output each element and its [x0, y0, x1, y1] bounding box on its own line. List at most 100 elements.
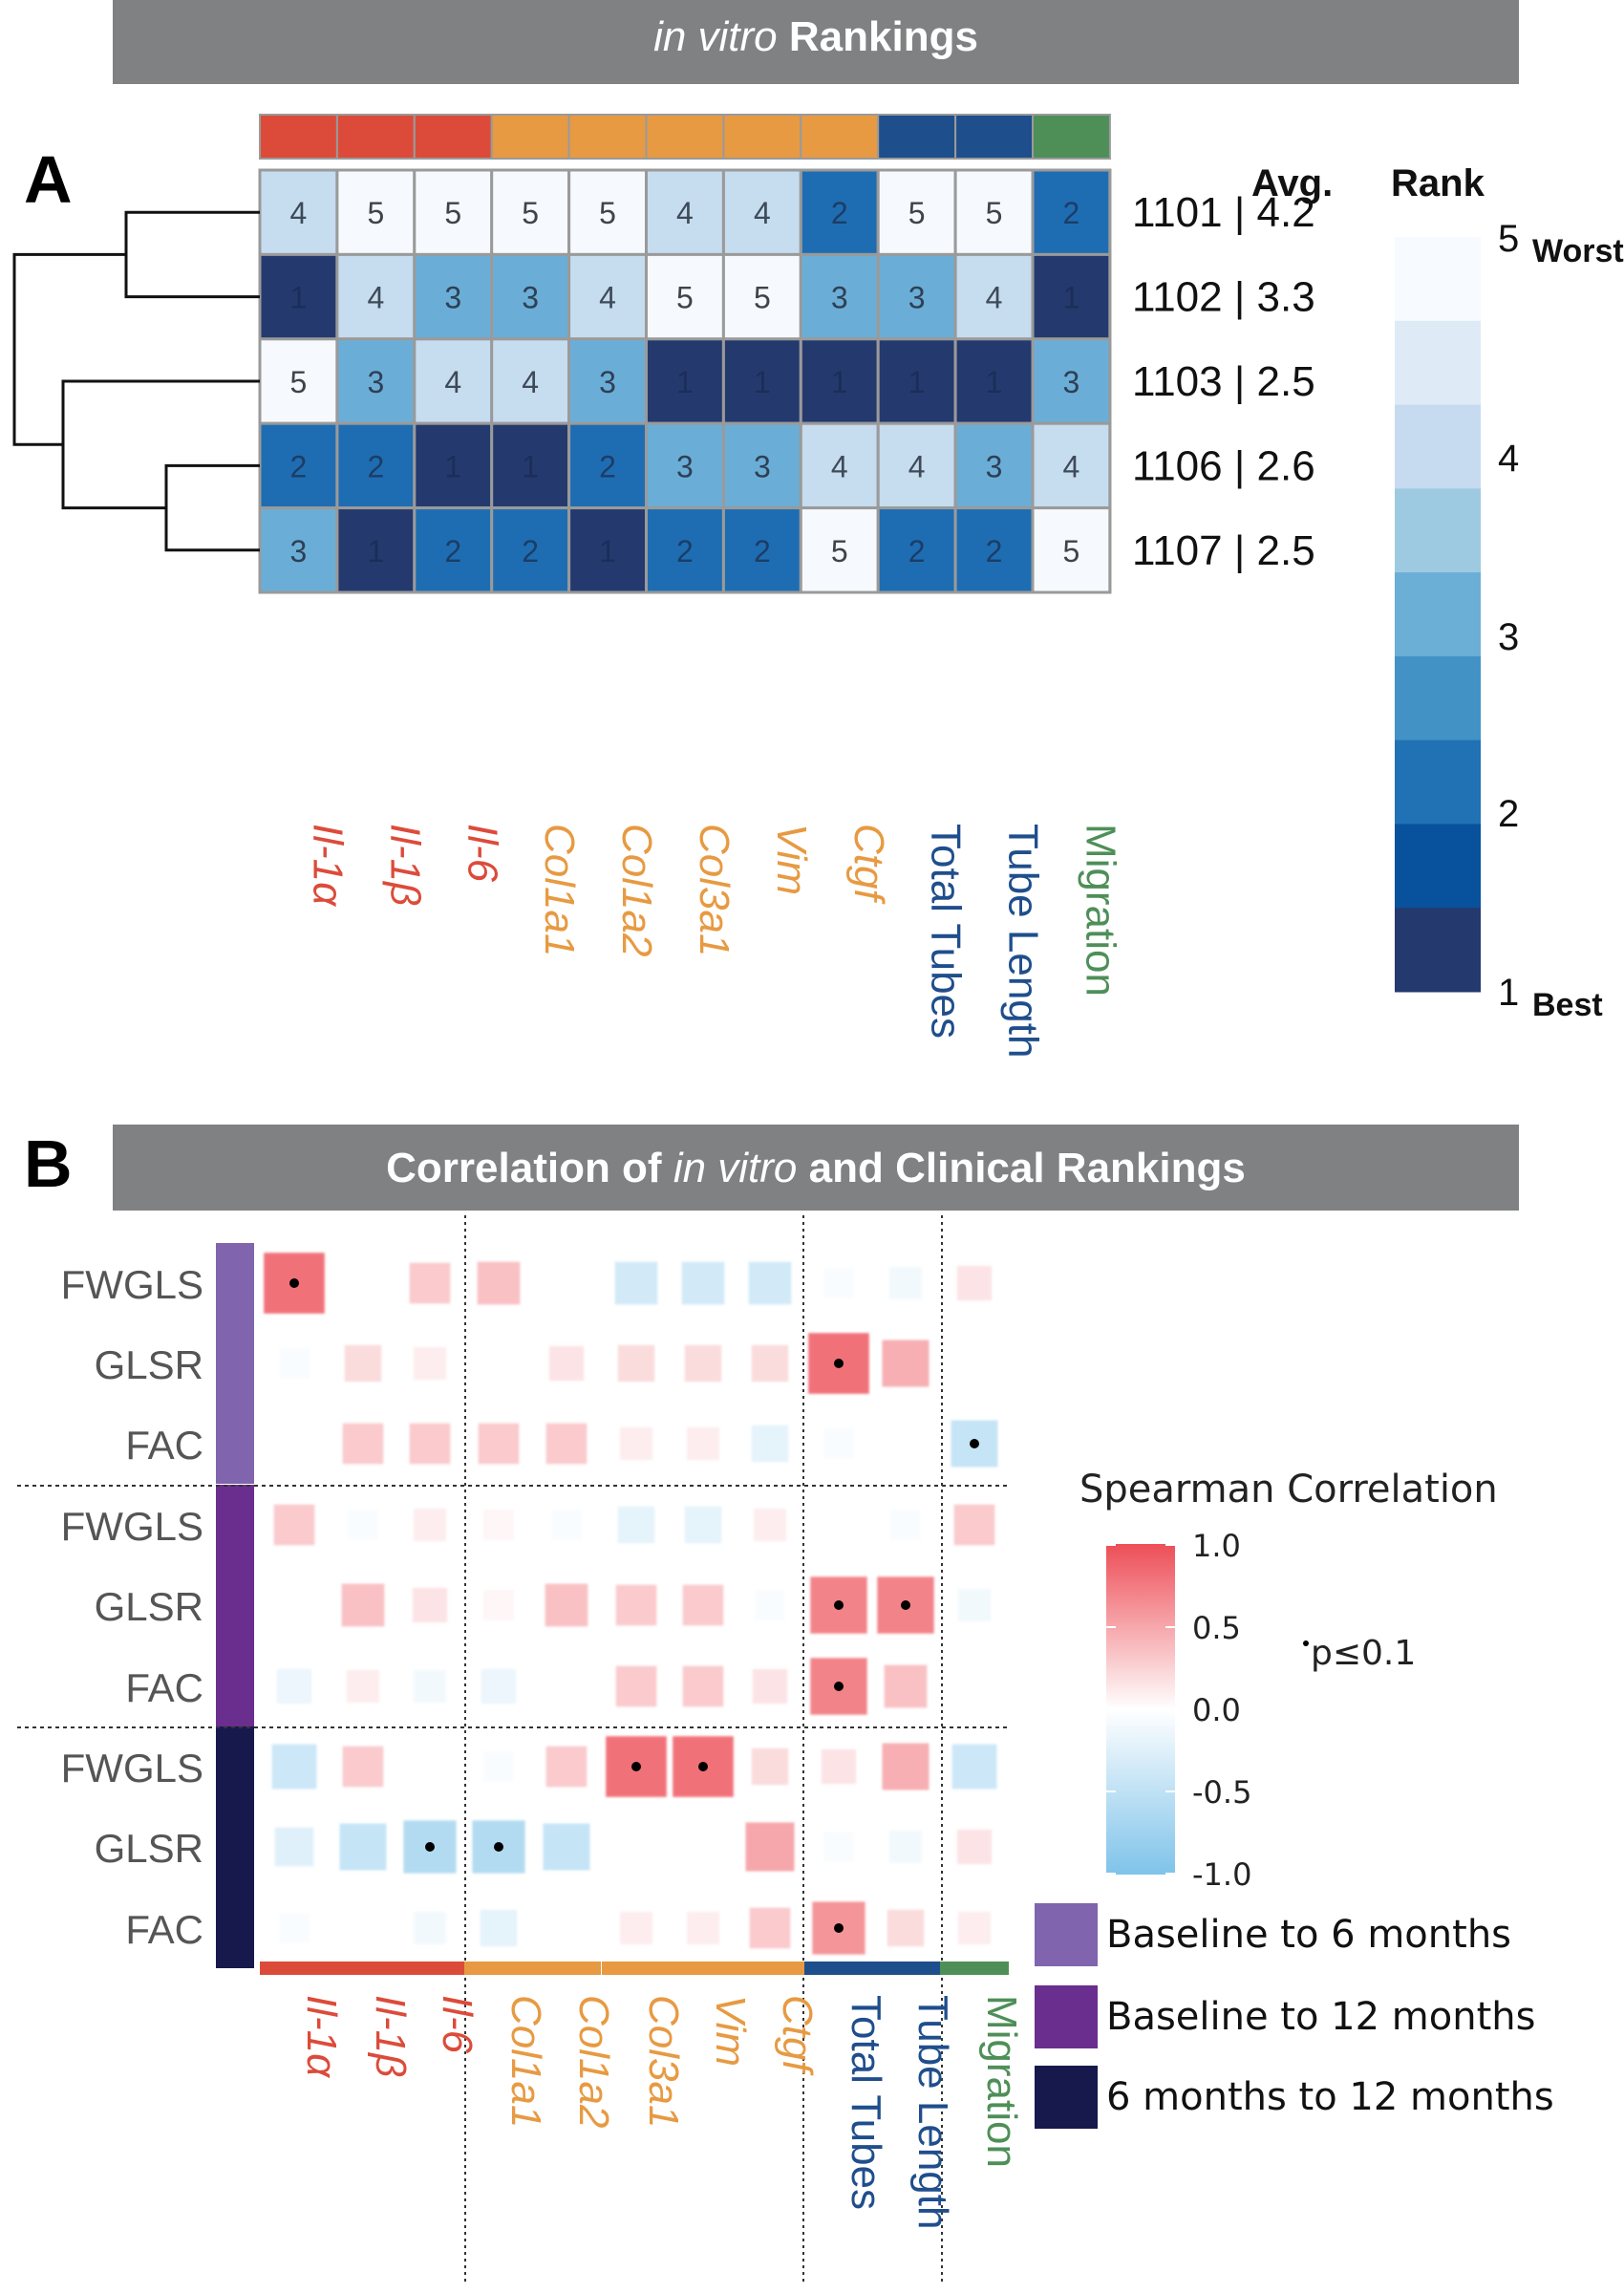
group-bar-il-1 — [259, 114, 338, 160]
correlation-cell — [347, 1509, 379, 1541]
rank-value: 4 — [908, 449, 926, 483]
panel-b-title-italic: in vitro — [673, 1145, 798, 1191]
correlation-cell — [482, 1589, 515, 1621]
significance-dot — [494, 1842, 503, 1852]
rank-value: 1 — [599, 534, 616, 568]
correlation-cell — [271, 1744, 317, 1790]
rank-cell — [799, 421, 880, 510]
correlation-cell — [545, 1746, 588, 1788]
correlation-cell — [751, 1425, 789, 1463]
correlation-cell — [409, 1262, 451, 1304]
legend-gradient-bar — [1106, 1544, 1175, 1875]
rank-cell — [876, 421, 957, 510]
correlation-cell — [754, 1589, 786, 1621]
rank-value: 1 — [444, 449, 461, 483]
column-label-col3a1: Col3a1 — [640, 1995, 687, 2128]
correlation-cell — [545, 1423, 588, 1465]
correlation-cell — [957, 1588, 992, 1622]
rank-value: 4 — [831, 449, 848, 483]
group-bar-col3a1 — [645, 114, 725, 160]
correlation-cell — [619, 1426, 653, 1461]
period-swatch-6-months-to-12-months — [1035, 2066, 1098, 2129]
significance-dot — [631, 1762, 641, 1771]
rank-value: 3 — [599, 365, 616, 399]
legend-tick-4: 4 — [1498, 438, 1519, 480]
period-label-baseline-to-12-months: Baseline to 12 months — [1106, 1995, 1535, 2039]
row-label-1106: 1106 | 2.6 — [1132, 442, 1315, 489]
column-label-tube-length: Tube Length — [909, 1995, 956, 2229]
panel-b-title-bold-2: and Clinical Rankings — [808, 1145, 1246, 1191]
panel-a-heatmap: 4 5 5 5 5 4 4 2 5 5 2 1101 | 4.2 1 4 3 3 4 5 5 3 3 4 1 1102 | 3… — [12, 114, 1624, 1058]
legend-color-step — [1395, 404, 1481, 489]
correlation-cell — [751, 1747, 789, 1786]
column-group-bar — [940, 1962, 1009, 1975]
correlation-cell — [753, 1508, 787, 1542]
significance-dot — [901, 1600, 910, 1610]
column-label-migration: Migration — [1077, 824, 1123, 997]
rank-cell — [490, 506, 571, 594]
rank-cell — [876, 506, 957, 594]
group-bar-ctgf — [800, 114, 880, 160]
period-swatch-baseline-to-12-months — [1035, 1985, 1098, 2048]
legend-tick-label: 0.5 — [1192, 1610, 1241, 1646]
rank-value: 3 — [676, 449, 694, 483]
significance-legend-dot — [1303, 1640, 1309, 1646]
rank-value: 5 — [599, 196, 616, 230]
rank-value: 3 — [367, 365, 384, 399]
rank-value: 3 — [444, 281, 461, 315]
correlation-cell — [682, 1665, 724, 1707]
correlation-cell — [482, 1509, 515, 1541]
group-bar-vim — [722, 114, 802, 160]
correlation-cell — [956, 1829, 993, 1865]
column-label-col1a2: Col1a2 — [613, 824, 660, 956]
correlation-cell — [273, 1504, 315, 1546]
correlation-cell — [342, 1423, 384, 1465]
rank-value: 5 — [522, 196, 539, 230]
correlation-cell — [956, 1265, 993, 1301]
correlation-cell — [278, 1912, 310, 1944]
legend-color-step — [1395, 237, 1481, 322]
significance-dot — [698, 1762, 708, 1771]
row-label-1103: 1103 | 2.5 — [1132, 358, 1315, 405]
column-group-bar — [804, 1962, 873, 1975]
correlation-cell — [752, 1668, 788, 1704]
correlation-cell — [823, 1427, 855, 1460]
group-bar-col1a1 — [490, 114, 570, 160]
significance-dot — [834, 1923, 844, 1933]
rank-value: 2 — [676, 534, 694, 568]
row-label-fac: FAC — [125, 1423, 203, 1468]
legend-tick-1: 1 — [1498, 972, 1519, 1014]
column-label-col3a1: Col3a1 — [691, 824, 737, 956]
correlation-cell — [481, 1668, 517, 1704]
column-label-vim: Vim — [768, 824, 815, 895]
correlation-cell — [614, 1261, 658, 1305]
panel-a-title-banner: in vitro Rankings — [113, 0, 1519, 84]
column-label-il-1: Il-1β — [381, 824, 428, 906]
group-bar-col1a2 — [567, 114, 648, 160]
rank-cell — [799, 506, 880, 594]
rank-value: 5 — [986, 196, 1003, 230]
rank-value: 2 — [444, 534, 461, 568]
panel-a-letter: A — [24, 142, 73, 217]
row-label-1107: 1107 | 2.5 — [1132, 527, 1315, 574]
rank-value: 1 — [522, 449, 539, 483]
dendrogram-branch — [12, 252, 126, 446]
correlation-cell — [751, 1344, 789, 1383]
panel-a-title-italic: in vitro — [653, 13, 778, 60]
column-label-il-6: Il-6 — [459, 824, 505, 883]
row-label-fac: FAC — [125, 1907, 203, 1952]
rank-value: 2 — [1063, 196, 1080, 230]
correlation-cell — [748, 1261, 792, 1305]
column-group-bar — [602, 1962, 671, 1975]
rank-cell — [413, 168, 494, 256]
correlation-cell — [412, 1587, 448, 1623]
legend-tick-label: 0.0 — [1192, 1692, 1241, 1728]
correlation-cell — [477, 1261, 521, 1305]
legend-tick-label: 1.0 — [1192, 1528, 1241, 1564]
correlation-cell — [274, 1827, 314, 1867]
legend-color-step — [1395, 824, 1481, 909]
legend-tick-label: -1.0 — [1192, 1856, 1251, 1893]
correlation-cell — [480, 1909, 518, 1947]
rank-value: 4 — [1063, 449, 1080, 483]
